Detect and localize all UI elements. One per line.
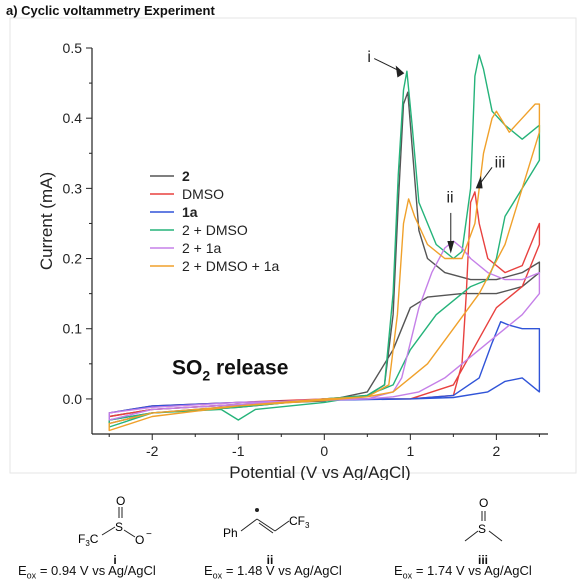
svg-text:O: O	[135, 533, 144, 547]
series-line-4	[108, 240, 541, 421]
y-axis-title: Current (mA)	[37, 172, 56, 270]
structure-iii: O S iii	[418, 495, 548, 567]
structure-ii-drawing: Ph CF3	[223, 508, 310, 540]
x-axis-title: Potential (V vs Ag/AgCl)	[229, 463, 410, 480]
x-tick-label: 2	[492, 443, 500, 459]
legend-label-1: DMSO	[182, 186, 224, 202]
structure-ii: Ph CF3 ii	[175, 495, 365, 567]
arrowhead-iii	[475, 175, 483, 189]
panel-title: a) Cyclic voltammetry Experiment	[6, 3, 215, 18]
annotation-iii: iii	[495, 154, 506, 171]
structure-ii-label: ii	[266, 553, 274, 567]
series-line-3	[108, 54, 541, 428]
structure-i-drawing: F3C S O O −	[78, 494, 152, 548]
x-tick-label: 1	[406, 443, 414, 459]
x-tick-label: 0	[320, 443, 328, 459]
arrowhead-ii	[447, 241, 455, 254]
legend-label-5: 2 + DMSO + 1a	[182, 258, 279, 274]
legend-label-0: 2	[182, 168, 190, 184]
eox-iii: Eox = 1.74 V vs Ag/AgCl	[394, 563, 532, 581]
svg-text:CF3: CF3	[289, 514, 310, 530]
series-layer	[108, 54, 541, 432]
arrowhead-i	[395, 65, 405, 78]
y-tick-label: 0.3	[63, 180, 83, 196]
structure-i: F3C S O O − i	[30, 494, 200, 567]
svg-text:F3C: F3C	[78, 532, 99, 548]
annotation-so2-release: SO2 release	[172, 356, 288, 383]
annotation-ii: ii	[446, 189, 453, 206]
svg-text:−: −	[146, 529, 152, 540]
legend-label-3: 2 + DMSO	[182, 222, 248, 238]
y-tick-label: 0.5	[63, 40, 83, 56]
axes-layer: -2 -1 0 1 2 0.0 0.1 0.2 0.3 0.4 0.5 Potential (V vs…	[9, 17, 577, 480]
svg-text:Ph: Ph	[223, 526, 238, 540]
svg-text:S: S	[478, 522, 486, 536]
structure-iii-drawing: O S	[464, 496, 503, 542]
y-tick-label: 0.1	[63, 321, 83, 337]
y-tick-label: 0.0	[63, 391, 83, 407]
svg-text:O: O	[116, 495, 125, 508]
y-tick-label: 0.4	[63, 110, 83, 126]
y-tick-label: 0.2	[63, 251, 83, 267]
annotation-i: i	[367, 49, 371, 66]
eox-ii: Eox = 1.48 V vs Ag/AgCl	[204, 563, 342, 581]
structure-iii-label: iii	[477, 553, 488, 567]
svg-text:O: O	[479, 496, 488, 510]
x-tick-label: -1	[232, 443, 245, 459]
x-tick-label: -2	[146, 443, 159, 459]
arrow-i	[373, 58, 401, 72]
eox-i: Eox = 0.94 V vs Ag/AgCl	[18, 563, 156, 581]
structure-i-label: i	[113, 553, 117, 567]
svg-text:S: S	[115, 520, 123, 534]
legend-label-2: 1a	[182, 204, 198, 220]
series-line-5	[108, 103, 541, 432]
legend-layer: 2 DMSO 1a 2 + DMSO 2 + 1a 2 + DMSO + 1a	[150, 168, 279, 274]
legend-label-4: 2 + 1a	[182, 240, 222, 256]
cv-chart: -2 -1 0 1 2 0.0 0.1 0.2 0.3 0.4 0.5 Potential (V vs…	[9, 17, 577, 480]
panel-frame	[9, 17, 577, 474]
